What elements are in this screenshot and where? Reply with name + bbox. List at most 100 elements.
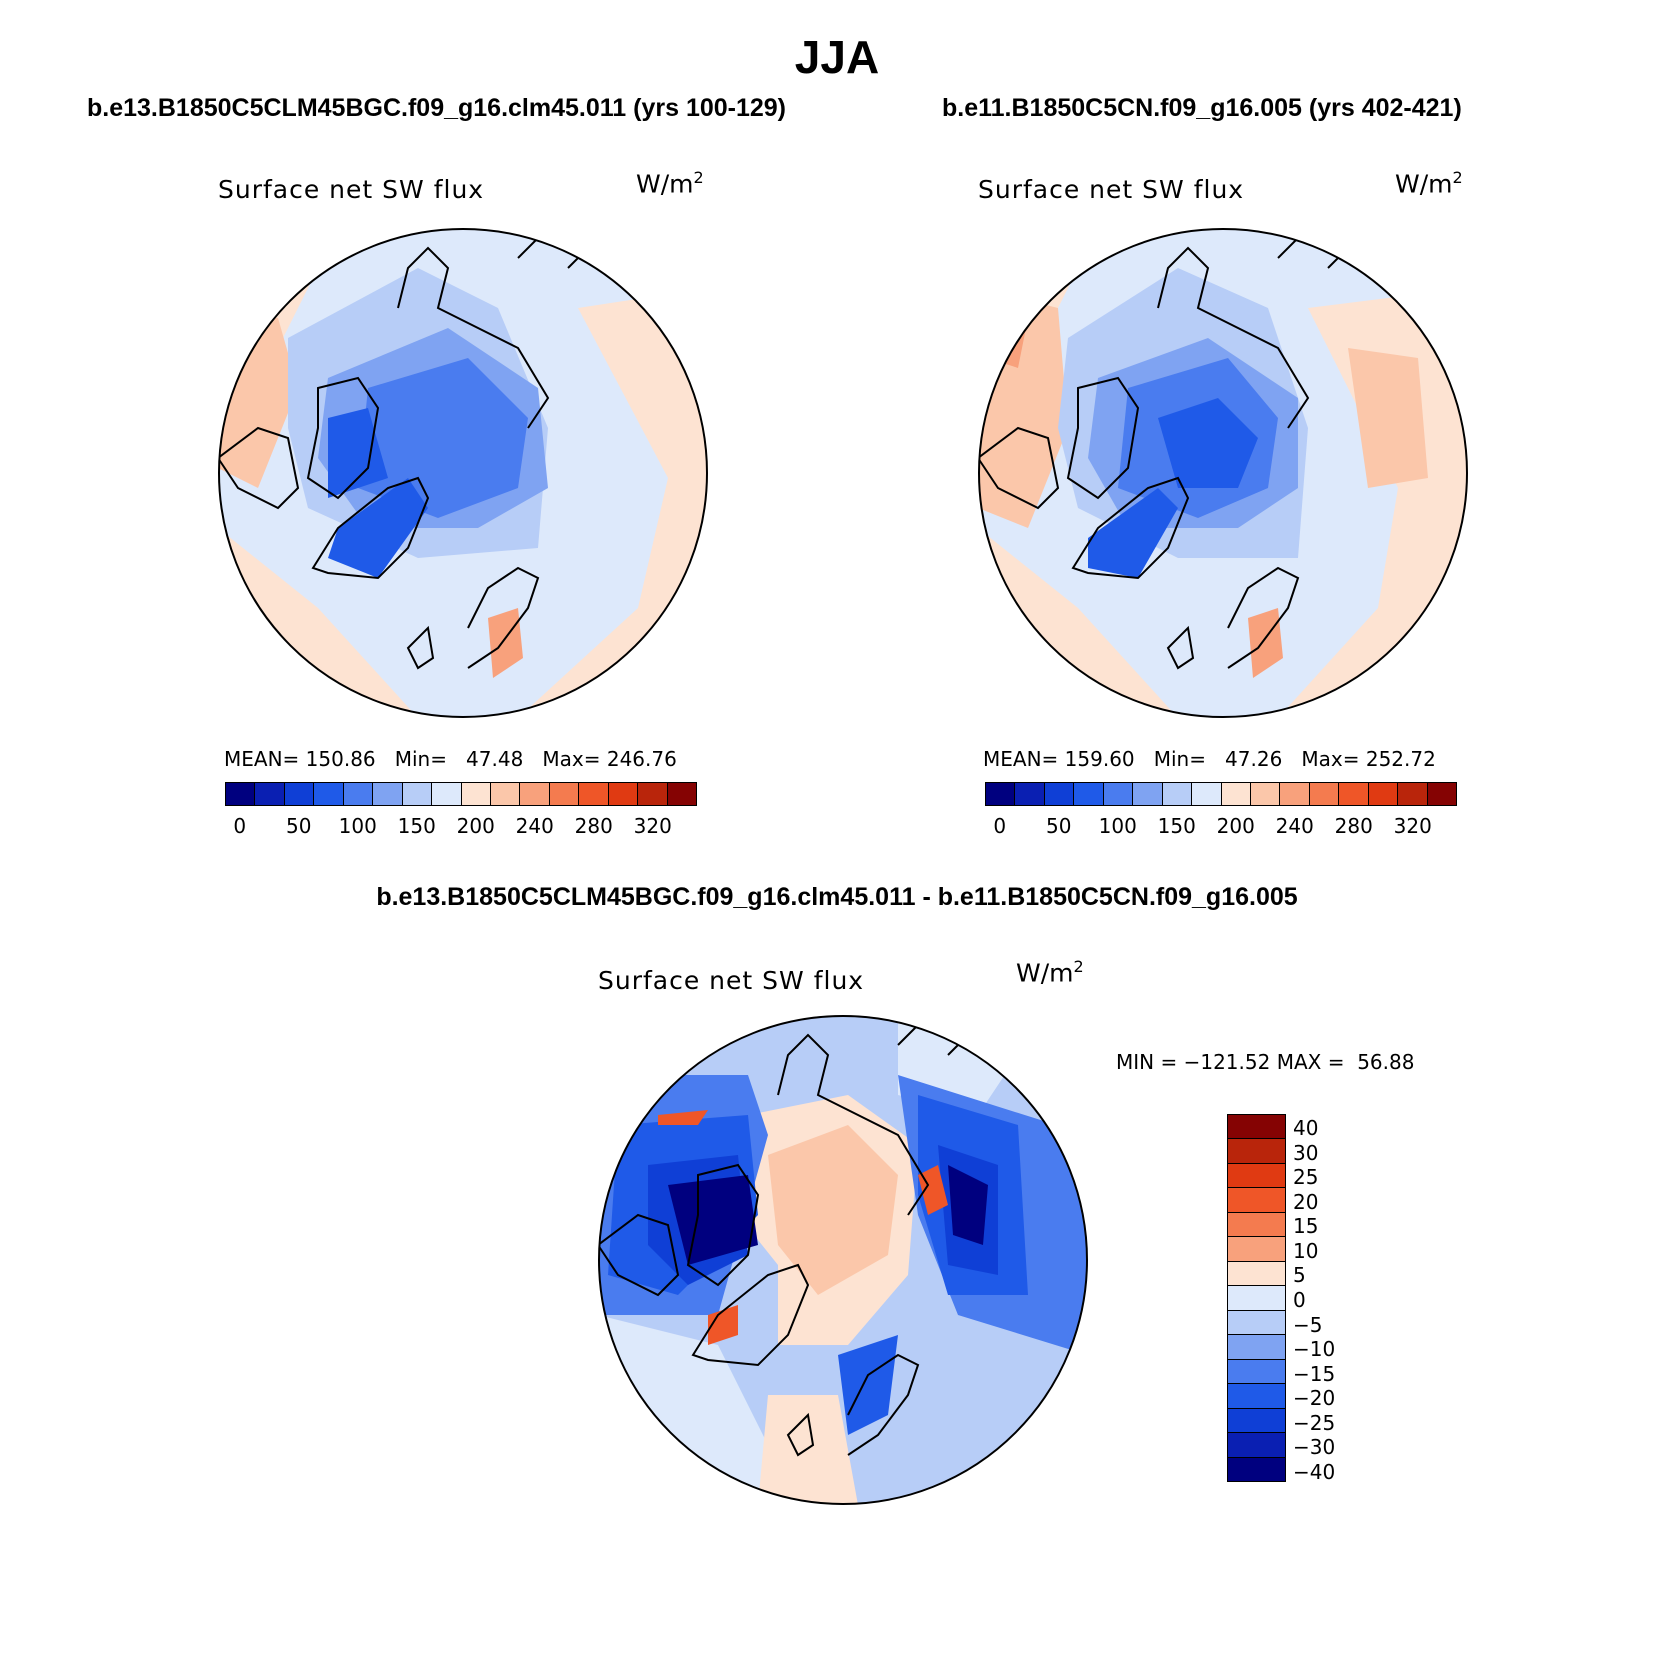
colorbar-swatch [1044,783,1075,805]
colorbar-swatch [520,783,550,805]
colorbar-tick-label: 320 [633,814,672,838]
panel-2-colorbar [985,782,1457,806]
panel-3-variable-label: Surface net SW flux [598,966,865,995]
colorbar-swatch [1228,1237,1285,1262]
colorbar-tick-label: −10 [1293,1337,1336,1362]
panel-1-polar-map [218,228,708,718]
colorbar-tick-label: 150 [397,814,436,838]
colorbar-swatch [314,783,344,805]
colorbar-tick-label: 5 [1293,1263,1306,1288]
panel-2-variable-label: Surface net SW flux [978,175,1245,204]
colorbar-tick-label: −20 [1293,1386,1336,1411]
colorbar-tick-label: 200 [1216,814,1255,838]
colorbar-swatch [1228,1115,1285,1140]
colorbar-tick-label: 25 [1293,1165,1319,1190]
colorbar-swatch [1221,783,1251,805]
colorbar-tick-label: −30 [1293,1435,1336,1460]
colorbar-tick-label: 240 [515,814,554,838]
panel-2-units: W/m2 [1395,168,1463,199]
colorbar-swatch [1162,783,1193,805]
coastlines [979,237,1349,670]
colorbar-swatch [1074,783,1104,805]
colorbar-tick-label: −15 [1293,1361,1336,1386]
colorbar-swatch [226,783,256,805]
map-boundary [598,1015,1088,1505]
colorbar-tick-label: 200 [456,814,495,838]
colorbar-swatch [373,783,403,805]
colorbar-swatch [1133,783,1163,805]
panel-3-polar-map [598,1015,1088,1505]
colorbar-tick-label: 50 [286,814,312,838]
panel-2-colorbar-labels: 0 50 100 150 200 240 280 320 [985,814,1457,838]
cool-region-high [358,358,528,518]
figure-title: JJA [794,31,880,83]
panel-3-stats: MIN = −121.52 MAX = 56.88 [1116,1050,1415,1074]
colorbar-tick-label: 0 [993,814,1007,838]
map-boundary [978,228,1468,718]
panel-3-colorbar [1227,1114,1286,1482]
colorbar-tick-label: 0 [233,814,247,838]
warm-region-mid [768,1125,898,1295]
panel-1-variable-label: Surface net SW flux [218,175,485,204]
colorbar-swatch [1228,1457,1285,1482]
warm-region [979,229,1467,717]
panel-3-units: W/m2 [1016,957,1084,988]
colorbar-tick-label: −25 [1293,1410,1336,1435]
colorbar-swatch [549,783,580,805]
cool-region-deep [328,408,428,578]
colorbar-swatch [1280,783,1310,805]
panel-3-colorbar-labels: 40 30 25 20 15 10 5 0 −5 −10 −15 −20 −25 −30 −40 [1293,1114,1373,1483]
colorbar-swatch [1228,1433,1285,1458]
colorbar-swatch [432,783,462,805]
colorbar-swatch [1309,783,1340,805]
colorbar-swatch [1228,1408,1285,1434]
colorbar-swatch [1250,783,1281,805]
colorbar-tick-label: 0 [1293,1288,1306,1312]
panel-2-case-title: b.e11.B1850C5CN.f09_g16.005 (yrs 402-421… [942,94,1462,122]
colorbar-tick-label: 320 [1393,814,1432,838]
colorbar-swatch [1368,783,1399,805]
panel-1-colorbar-labels: 0 50 100 150 200 240 280 320 [225,814,697,838]
colorbar-swatch [402,783,433,805]
panel-1-stats: MEAN= 150.86 Min= 47.48 Max= 246.76 [224,747,677,771]
colorbar-swatch [1228,1188,1285,1213]
colorbar-tick-label: 50 [1046,814,1072,838]
colorbar-swatch [1427,783,1456,805]
colorbar-swatch [461,783,491,805]
colorbar-swatch [490,783,521,805]
colorbar-swatch [343,783,374,805]
colorbar-swatch [986,783,1016,805]
colorbar-tick-label: 280 [1334,814,1373,838]
cool-region-deep [1088,398,1258,578]
coastlines [599,1024,969,1457]
colorbar-tick-label: 150 [1157,814,1196,838]
colorbar-swatch [1228,1335,1285,1360]
colorbar-swatch [1015,783,1045,805]
colorbar-swatch [284,783,315,805]
colorbar-tick-label: 10 [1293,1238,1319,1263]
panel-2-polar-map [978,228,1468,718]
panel-1-units: W/m2 [636,168,704,199]
colorbar-swatch [1398,783,1428,805]
map-boundary [218,228,708,718]
diff-title: b.e13.B1850C5CLM45BGC.f09_g16.clm45.011 … [376,883,1298,911]
colorbar-swatch [1228,1359,1285,1385]
colorbar-swatch [255,783,285,805]
colorbar-tick-label: 280 [574,814,613,838]
colorbar-tick-label: 20 [1293,1189,1319,1214]
colorbar-tick-label: −5 [1293,1312,1323,1337]
colorbar-swatch [1228,1384,1285,1409]
colorbar-tick-label: 100 [338,814,377,838]
warm-region-high [988,318,1283,678]
colorbar-swatch [1228,1261,1285,1287]
colorbar-swatch [1228,1310,1285,1336]
coastlines [219,237,589,670]
panel-1-colorbar [225,782,697,806]
colorbar-swatch [1339,783,1369,805]
neutral-region [599,1016,1018,1504]
colorbar-tick-label: 240 [1275,814,1314,838]
colorbar-tick-label: 100 [1098,814,1137,838]
colorbar-swatch [1192,783,1222,805]
colorbar-swatch [1103,783,1134,805]
colorbar-swatch [1228,1286,1285,1311]
